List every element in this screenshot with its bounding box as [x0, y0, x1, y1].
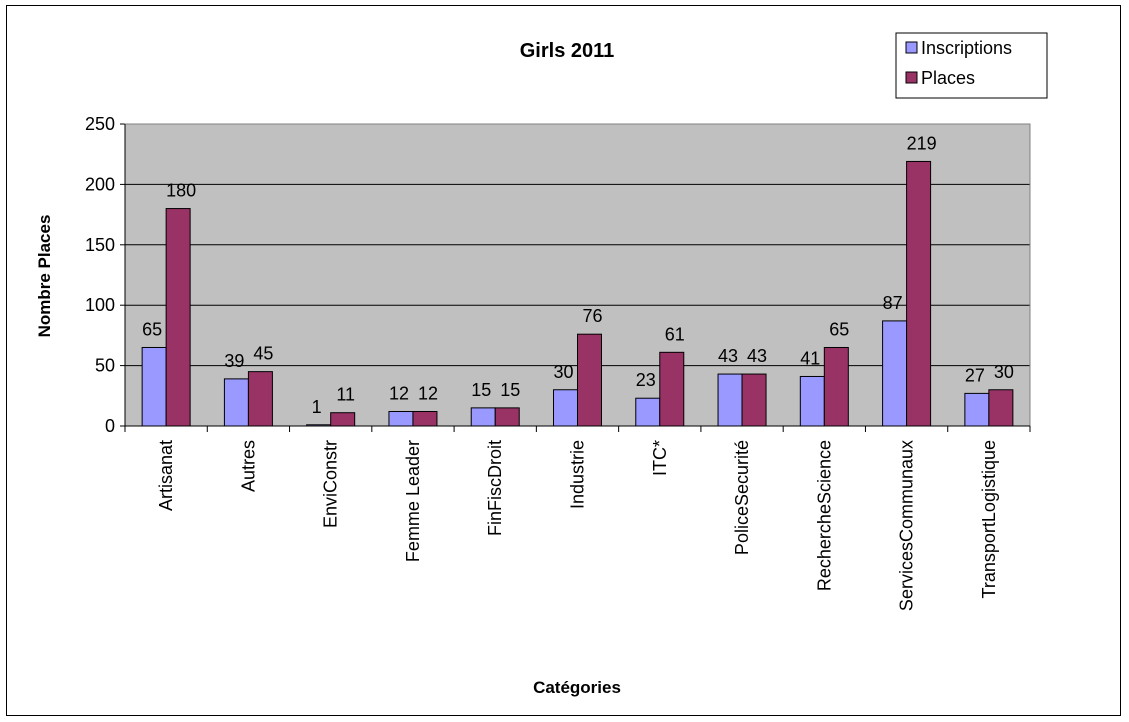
x-tick-label: ServicesCommunaux [897, 440, 917, 611]
data-label: 11 [336, 385, 355, 405]
bar-inscriptions [635, 397, 661, 427]
bar-inscriptions [882, 320, 908, 427]
x-tick-label: Artisanat [156, 440, 176, 511]
bar-inscriptions [388, 411, 414, 427]
legend: Inscriptions Places [895, 32, 1048, 99]
bar-places [247, 371, 273, 427]
y-tick-label: 200 [85, 174, 115, 194]
data-label: 87 [883, 293, 903, 313]
data-label: 1 [312, 397, 322, 417]
x-tick-label: EnviConstr [321, 440, 341, 528]
data-label: 30 [553, 362, 573, 382]
bar-inscriptions [799, 375, 825, 427]
data-label: 12 [418, 384, 438, 404]
data-label: 45 [253, 344, 273, 364]
data-label: 23 [636, 370, 656, 390]
x-tick-label: Femme Leader [403, 440, 423, 562]
bar-places [823, 346, 849, 427]
legend-box [895, 32, 1048, 99]
data-label: 15 [471, 380, 491, 400]
y-tick-label: 100 [85, 295, 115, 315]
bar-places [741, 373, 767, 427]
data-label: 219 [907, 133, 937, 153]
bar-inscriptions [223, 378, 249, 427]
y-tick-label: 250 [85, 114, 115, 134]
data-label: 15 [500, 380, 520, 400]
bar-places [659, 351, 685, 427]
bar-inscriptions [470, 407, 496, 427]
bar-inscriptions [717, 373, 743, 427]
x-tick-label: RechercheScience [814, 440, 834, 591]
y-axis-title: Nombre Places [35, 215, 54, 338]
x-tick-label: Industrie [568, 440, 588, 509]
chart-title: Girls 2011 [520, 40, 615, 62]
data-label: 39 [224, 351, 244, 371]
data-label: 27 [965, 365, 985, 385]
x-tick-label: Autres [238, 440, 258, 492]
bar-inscriptions [964, 392, 990, 427]
data-label: 65 [142, 319, 162, 339]
y-tick-labels: 0 50 100 150 200 250 [85, 114, 115, 436]
y-tick-label: 150 [85, 235, 115, 255]
legend-label: Places [921, 68, 975, 88]
axes [120, 123, 1031, 432]
x-tick-labels: Artisanat Autres EnviConstr Femme Leader Fin… [156, 440, 999, 611]
data-label: 43 [718, 346, 738, 366]
bars [141, 160, 1014, 427]
data-label: 65 [829, 319, 849, 339]
data-label: 61 [665, 324, 685, 344]
x-tick-label: PoliceSecurité [732, 440, 752, 555]
x-tick-label: FinFiscDroit [485, 440, 505, 536]
legend-swatch [905, 41, 918, 54]
legend-label: Inscriptions [921, 38, 1012, 58]
x-tick-label: ITC* [650, 440, 670, 476]
data-label: 76 [582, 306, 602, 326]
legend-swatch [905, 71, 918, 84]
y-tick-label: 0 [105, 416, 115, 436]
data-label: 43 [747, 346, 767, 366]
bar-places [165, 208, 191, 427]
data-label: 30 [994, 362, 1014, 382]
bar-places [494, 407, 520, 427]
x-tick-label: TransportLogistique [979, 440, 999, 598]
bar-inscriptions [553, 389, 578, 427]
x-axis-title: Catégories [533, 678, 621, 697]
bar-inscriptions [141, 346, 167, 427]
bar-places [577, 333, 602, 427]
data-label: 41 [800, 348, 820, 368]
bar-places [412, 411, 438, 427]
bar-places [906, 160, 932, 427]
bar-places [330, 412, 356, 427]
y-tick-label: 50 [95, 356, 115, 376]
data-label: 12 [389, 384, 409, 404]
bar-places [988, 389, 1014, 427]
data-label: 180 [166, 181, 196, 201]
